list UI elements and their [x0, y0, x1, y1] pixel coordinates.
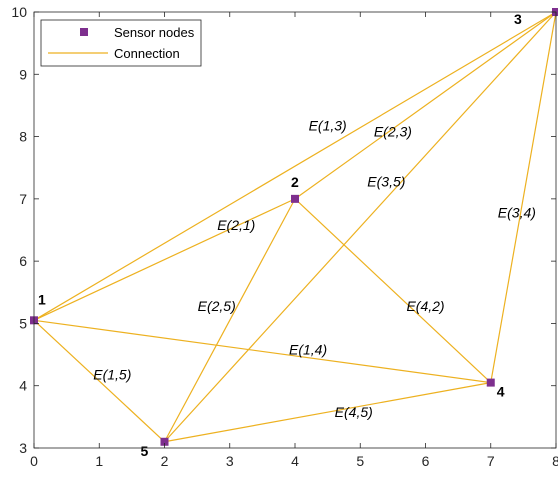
edge-line-2-3: [294, 11, 557, 200]
edge-label-3-5: E(3,5): [367, 173, 405, 189]
x-tick-label: 6: [422, 453, 430, 469]
sensor-node-4: [486, 378, 495, 387]
edge-line-1-5: [33, 319, 165, 443]
x-tick-label: 4: [291, 453, 299, 469]
edge-label-5-4: E(4,5): [335, 404, 373, 420]
legend-box: [40, 19, 202, 67]
edge-label-1-3: E(1,3): [309, 117, 347, 133]
sensor-node-2: [291, 194, 299, 203]
node-label-3: 3: [514, 11, 522, 27]
edge-line-1-4: [33, 319, 491, 384]
edge-label-2-3: E(2,3): [374, 124, 412, 140]
edge-line-2-4: [294, 198, 492, 384]
x-tick-label: 3: [226, 453, 234, 469]
edge-line-1-2: [33, 198, 296, 321]
legend-label-sensor-nodes: Sensor nodes: [114, 25, 195, 40]
plot-area: [34, 12, 556, 448]
legend-marker-icon: [80, 28, 88, 36]
edge-label-2-5: E(2,5): [198, 298, 236, 314]
labels-layer: 1 2 3 4 5 E(1,3) E(2,3) E(3,5) E(3,4) E(2,1) E(2,5…: [38, 11, 536, 459]
edges-layer: [33, 11, 557, 443]
edge-line-3-4: [490, 11, 557, 383]
sensor-node-5: [160, 437, 169, 446]
y-tick-label: 10: [11, 4, 27, 20]
y-tick-label: 5: [19, 315, 27, 331]
edge-label-1-2: E(2,1): [217, 217, 255, 233]
legend-label-connection: Connection: [114, 46, 180, 61]
x-tick-label: 8: [552, 453, 558, 469]
y-tick-label: 6: [19, 253, 27, 269]
edge-line-2-5: [163, 198, 296, 443]
node-label-4: 4: [497, 384, 505, 400]
y-tick-label: 4: [19, 378, 27, 394]
y-tick-label: 9: [19, 66, 27, 82]
edge-line-3-5: [164, 11, 557, 443]
x-tick-label: 0: [30, 453, 38, 469]
y-tick-label: 7: [19, 191, 27, 207]
edge-label-3-4: E(3,4): [498, 205, 536, 221]
x-tick-label: 7: [487, 453, 495, 469]
x-tick-label: 1: [95, 453, 103, 469]
edge-line-5-4: [164, 382, 491, 443]
node-label-5: 5: [141, 443, 149, 459]
edge-label-2-4: E(4,2): [406, 298, 444, 314]
x-tick-label: 5: [356, 453, 364, 469]
edge-label-1-4: E(1,4): [289, 342, 327, 358]
axes-layer: 0 1 2 3 4 5 6 7 8 3 4 5 6 7 8 9 10: [11, 4, 558, 469]
node-label-1: 1: [38, 291, 46, 307]
y-tick-label: 8: [19, 129, 27, 145]
edge-label-1-5: E(1,5): [93, 366, 131, 382]
y-tick-label: 3: [19, 440, 27, 456]
x-tick-label: 2: [161, 453, 169, 469]
legend: Sensor nodes Connection: [40, 19, 202, 67]
node-label-2: 2: [291, 174, 299, 190]
edge-line-1-3: [33, 11, 557, 321]
